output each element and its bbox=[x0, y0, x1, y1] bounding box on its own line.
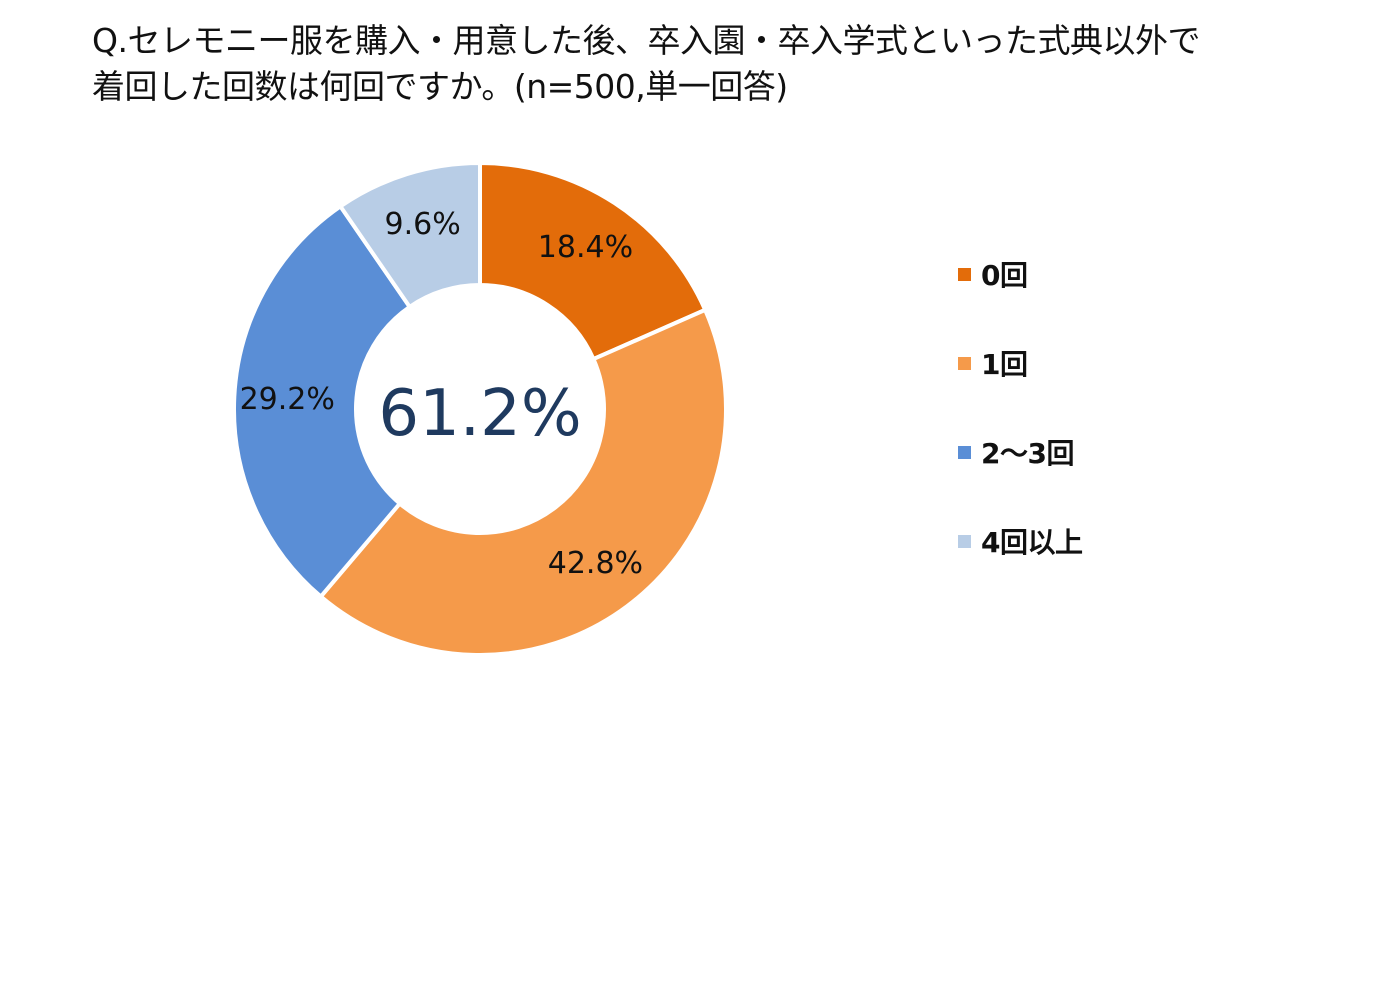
donut-slice-0 bbox=[478, 160, 708, 362]
legend-swatch-3 bbox=[958, 534, 971, 548]
donut-slice-2 bbox=[232, 203, 413, 600]
legend-label-1: 1回 bbox=[981, 348, 1028, 381]
legend-item-0: 0回 bbox=[958, 252, 1082, 296]
data-label-2: 29.2% bbox=[240, 382, 335, 417]
data-label-1: 42.8% bbox=[548, 546, 643, 581]
legend-swatch-1 bbox=[958, 356, 971, 370]
legend-label-2: 2〜3回 bbox=[981, 437, 1074, 470]
legend-swatch-0 bbox=[958, 267, 971, 281]
data-label-0: 18.4% bbox=[538, 230, 633, 265]
legend-label-0: 0回 bbox=[981, 259, 1028, 292]
chart-legend: 0回 1回 2〜3回 4回以上 bbox=[958, 252, 1083, 608]
chart-title-line-1: Q.セレモニー服を購入・用意した後、卒入園・卒入学式といった式典以外で bbox=[92, 21, 1200, 60]
legend-item-1: 1回 bbox=[958, 341, 1082, 385]
legend-item-2: 2〜3回 bbox=[958, 430, 1082, 474]
legend-item-3: 4回以上 bbox=[958, 519, 1083, 563]
chart-title-line-2: 着回した回数は何回ですか。(n=500,単一回答) bbox=[92, 67, 788, 106]
donut-slice-1 bbox=[318, 307, 728, 657]
legend-label-3: 4回以上 bbox=[981, 526, 1083, 559]
data-label-3: 9.6% bbox=[385, 207, 461, 242]
center-label: 61.2% bbox=[378, 377, 581, 451]
chart-title: Q.セレモニー服を購入・用意した後、卒入園・卒入学式といった式典以外で 着回した… bbox=[92, 18, 1382, 110]
legend-swatch-2 bbox=[958, 445, 971, 459]
donut-slice-3 bbox=[337, 160, 482, 310]
